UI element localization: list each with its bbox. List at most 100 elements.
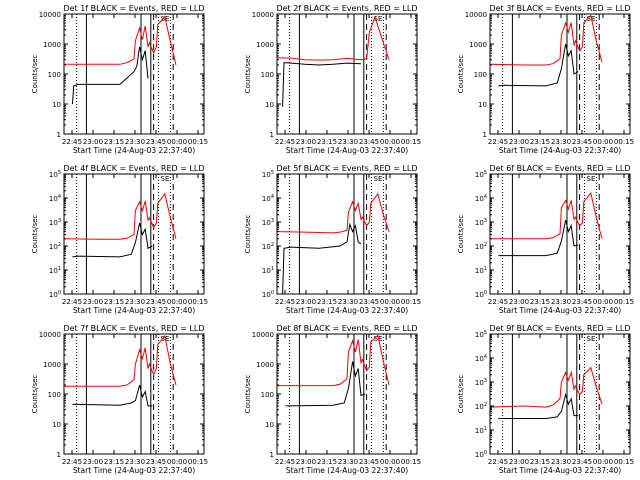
marker-label: SE [587,335,596,343]
x-tick-label: 22:45 [62,298,82,306]
events-series-line [72,222,153,258]
x-tick-label: 23:15 [104,298,124,306]
x-tick-label: 00:00 [380,138,400,146]
x-axis-label: Start Time (24-Aug-03 22:37:40) [286,466,408,475]
marker-label: SE [587,175,596,183]
y-axis-label: Counts/sec [244,375,252,414]
lld-series-line [276,15,390,61]
x-tick-label: 23:45 [146,298,166,306]
y-axis-label: Counts/sec [31,215,39,254]
x-tick-label: 00:15 [614,298,634,306]
x-tick-label: 00:15 [401,458,421,466]
y-tick-label: 102 [475,242,487,251]
y-tick-label: 103 [475,378,487,387]
y-tick-label: 1000 [469,41,487,49]
panel-title: Det 2f BLACK = Events, RED = LLD [276,4,417,13]
events-series-line [285,361,366,407]
y-tick-label: 101 [475,266,487,275]
y-tick-label: 103 [262,218,274,227]
events-series-line [498,219,579,257]
x-tick-label: 23:15 [104,138,124,146]
x-tick-label: 23:45 [572,298,592,306]
plot-frame [489,333,631,455]
panel-det-1: Det 1f BLACK = Events, RED = LLDSE110100… [31,4,208,155]
plot-frame [63,173,205,295]
y-tick-label: 10 [265,101,274,109]
y-tick-label: 1000 [256,41,274,49]
x-tick-label: 23:45 [146,458,166,466]
x-tick-label: 22:45 [488,138,508,146]
x-tick-label: 23:45 [572,138,592,146]
x-tick-label: 23:15 [317,458,337,466]
y-tick-label: 105 [262,170,274,179]
plot-frame [276,173,418,295]
panel-title: Det 7f BLACK = Events, RED = LLD [63,324,204,333]
x-tick-label: 22:45 [275,458,295,466]
panel-det-9: Det 9f BLACK = Events, RED = LLD SE 100 101… [457,324,634,475]
x-tick-label: 23:00 [296,298,316,306]
lld-series-line [276,192,390,234]
panel-title: Det 4f BLACK = Events, RED = LLD [63,164,204,173]
y-tick-label: 10000 [39,331,61,339]
x-tick-label: 22:45 [488,458,508,466]
lld-series-line [63,192,177,240]
lld-series-line [489,366,603,408]
x-tick-label: 23:15 [530,298,550,306]
x-tick-label: 00:15 [401,298,421,306]
plot-frame [276,13,418,135]
y-tick-label: 10 [265,421,274,429]
lld-series-line [489,14,603,66]
x-tick-label: 22:45 [488,298,508,306]
y-tick-label: 1 [270,451,274,459]
y-tick-label: 100 [48,391,61,399]
marker-label: SE [587,15,596,23]
x-tick-label: 23:30 [338,138,358,146]
x-tick-label: 00:00 [167,298,187,306]
y-tick-label: 104 [475,194,487,203]
x-tick-label: 00:00 [167,458,187,466]
y-tick-label: 100 [262,290,274,299]
x-tick-label: 23:00 [83,298,103,306]
panel-title: Det 1f BLACK = Events, RED = LLD [63,4,204,13]
y-tick-label: 104 [49,194,61,203]
y-tick-label: 100 [474,71,487,79]
x-tick-label: 00:00 [593,298,613,306]
x-tick-label: 00:15 [401,138,421,146]
events-series-line [72,384,153,407]
x-tick-label: 00:15 [614,138,634,146]
y-axis-label: Counts/sec [457,55,465,94]
x-tick-label: 23:00 [509,138,529,146]
x-axis-label: Start Time (24-Aug-03 22:37:40) [499,466,621,475]
x-tick-label: 00:00 [167,138,187,146]
panel-det-3: Det 3f BLACK = Events, RED = LLD SE 1 10 100… [457,4,634,155]
y-axis-label: Counts/sec [31,55,39,94]
x-tick-label: 00:15 [188,458,208,466]
y-tick-label: 104 [262,194,274,203]
y-tick-label: 100 [261,391,274,399]
panel-det-7: Det 7f BLACK = Events, RED = LLDSE110100… [31,324,208,475]
x-tick-label: 23:30 [338,298,358,306]
y-tick-label: 101 [49,266,61,275]
y-tick-label: 10000 [252,11,274,19]
panel-det-5: Det 5f BLACK = Events, RED = LLD SE 100 101… [244,164,421,315]
y-tick-label: 100 [261,71,274,79]
panel-title: Det 9f BLACK = Events, RED = LLD [489,324,630,333]
y-tick-label: 105 [475,330,487,339]
panel-title: Det 8f BLACK = Events, RED = LLD [276,324,417,333]
y-tick-label: 101 [262,266,274,275]
events-series-line [498,392,579,419]
x-tick-label: 23:30 [338,458,358,466]
x-tick-label: 23:00 [296,458,316,466]
events-series-line [71,46,149,105]
marker-label: SE [374,335,383,343]
plot-frame [63,13,205,135]
marker-label: SE [374,15,383,23]
x-tick-label: 22:45 [275,298,295,306]
marker-label: SE [161,175,170,183]
panel-title: Det 6f BLACK = Events, RED = LLD [489,164,630,173]
panel-det-2: Det 2f BLACK = Events, RED = LLD SE 1 10 100… [244,4,421,155]
x-tick-label: 23:45 [359,298,379,306]
y-axis-label: Counts/sec [457,375,465,414]
x-tick-label: 23:15 [530,458,550,466]
